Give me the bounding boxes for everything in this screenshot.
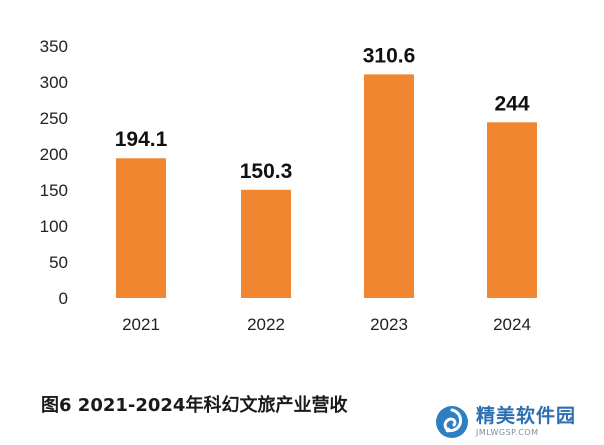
- y-tick-label: 200: [40, 145, 68, 164]
- value-label: 310.6: [363, 44, 416, 67]
- y-tick-label: 300: [40, 73, 68, 92]
- x-tick-label: 2022: [247, 315, 285, 334]
- watermark-title: 精美软件园: [476, 405, 577, 427]
- value-labels: 194.1 150.3 310.6 244: [115, 44, 530, 182]
- y-tick-label: 50: [49, 253, 68, 272]
- x-tick-label: 2021: [122, 315, 160, 334]
- watermark-url: JMLWGSP.COM: [476, 428, 539, 437]
- value-label: 194.1: [115, 128, 168, 151]
- swirl-logo-icon: [436, 406, 468, 438]
- x-axis-ticks: 2021 2022 2023 2024: [122, 315, 531, 334]
- x-tick-label: 2023: [370, 315, 408, 334]
- bar-2022: [241, 189, 291, 298]
- value-label: 244: [494, 92, 529, 115]
- y-axis-ticks: 0 50 100 150 200 250 300 350: [40, 37, 68, 308]
- bar-2023: [364, 74, 414, 298]
- x-tick-label: 2024: [493, 315, 531, 334]
- bars: [116, 74, 537, 298]
- y-tick-label: 100: [40, 217, 68, 236]
- y-tick-label: 150: [40, 181, 68, 200]
- y-tick-label: 0: [59, 289, 68, 308]
- bar-2021: [116, 158, 166, 298]
- bar-chart: 0 50 100 150 200 250 300 350 194.1 150.3 310.6 244…: [40, 37, 537, 334]
- site-watermark: 精美软件园 JMLWGSP.COM: [434, 399, 604, 445]
- bar-2024: [487, 122, 537, 298]
- value-label: 150.3: [240, 160, 293, 183]
- y-tick-label: 350: [40, 37, 68, 56]
- y-tick-label: 250: [40, 109, 68, 128]
- figure-caption: 图6 2021-2024年科幻文旅产业营收: [41, 395, 348, 416]
